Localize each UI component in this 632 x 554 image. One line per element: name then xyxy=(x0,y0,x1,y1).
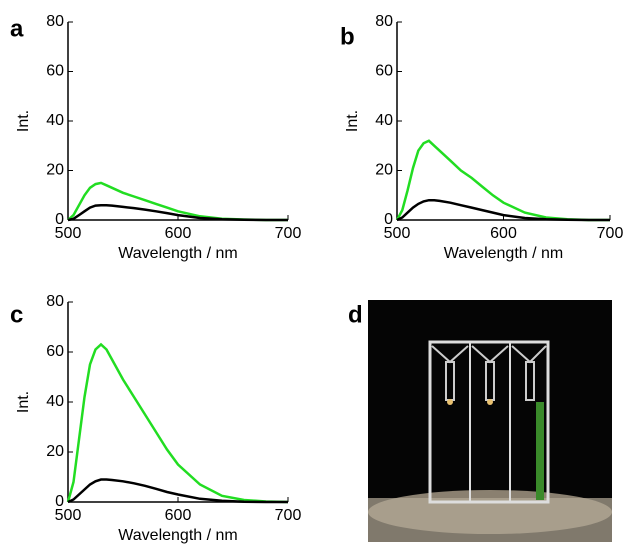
y-tick-label: 20 xyxy=(46,162,64,179)
x-tick-label: 600 xyxy=(490,225,517,242)
y-tick-label: 40 xyxy=(46,112,64,129)
droplet xyxy=(447,399,453,405)
y-tick-label: 0 xyxy=(384,211,393,228)
data-line xyxy=(396,198,610,222)
panel-label: a xyxy=(10,15,24,42)
x-tick-label: 600 xyxy=(165,225,192,242)
y-tick-label: 0 xyxy=(55,211,64,228)
bench-surface xyxy=(368,498,612,542)
x-tick-label: 500 xyxy=(55,507,82,524)
y-tick-label: 60 xyxy=(375,63,393,80)
y-tick-label: 80 xyxy=(46,13,64,30)
y-tick-label: 80 xyxy=(375,13,393,30)
x-tick-label: 700 xyxy=(597,225,624,242)
x-tick-label: 500 xyxy=(55,225,82,242)
x-axis-label: Wavelength / nm xyxy=(118,245,237,262)
cuvette-rack xyxy=(428,340,550,504)
green-solution xyxy=(536,402,544,500)
y-tick-label: 0 xyxy=(55,493,64,510)
panel-label: d xyxy=(348,301,363,328)
data-line xyxy=(66,342,289,504)
y-tick-label: 40 xyxy=(46,393,64,410)
y-tick-label: 40 xyxy=(375,112,393,129)
y-tick-label: 20 xyxy=(375,162,393,179)
panel-label: c xyxy=(10,301,23,328)
x-tick-label: 500 xyxy=(384,225,411,242)
tube xyxy=(525,361,535,401)
x-axis-label: Wavelength / nm xyxy=(444,245,563,262)
x-tick-label: 600 xyxy=(165,507,192,524)
data-line xyxy=(395,139,610,222)
y-tick-label: 60 xyxy=(46,343,64,360)
photo: d xyxy=(348,300,612,542)
y-tick-label: 60 xyxy=(46,63,64,80)
x-tick-label: 700 xyxy=(275,507,302,524)
y-axis-label: Int. xyxy=(15,110,32,132)
y-tick-label: 20 xyxy=(46,443,64,460)
x-axis-label: Wavelength / nm xyxy=(118,527,237,544)
data-line xyxy=(67,203,288,222)
y-axis-label: Int. xyxy=(15,391,32,413)
y-tick-label: 80 xyxy=(46,293,64,310)
y-axis-label: Int. xyxy=(344,110,361,132)
x-tick-label: 700 xyxy=(275,225,302,242)
panel-label: b xyxy=(340,23,355,50)
droplet xyxy=(487,399,493,405)
data-line xyxy=(67,478,288,504)
